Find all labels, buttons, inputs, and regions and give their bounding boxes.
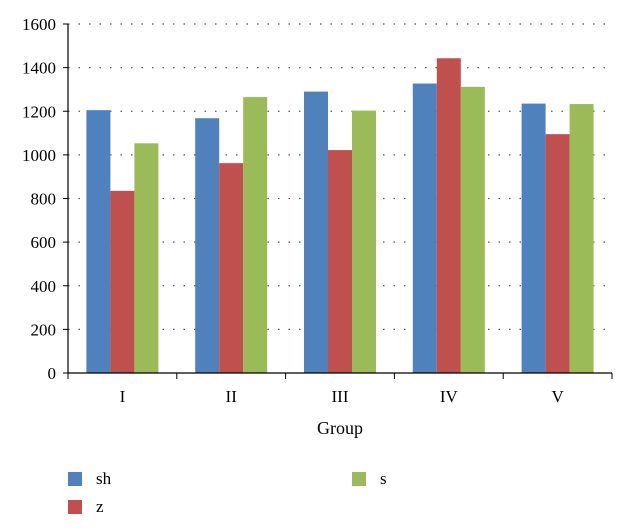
bar-s-I (134, 143, 159, 373)
legend-label-sh: sh (96, 469, 112, 488)
y-tick-label: 1400 (22, 59, 56, 78)
legend-swatch-z (68, 500, 82, 514)
bar-z-V (545, 134, 570, 373)
axes (63, 23, 613, 379)
x-tick-labels: I II III IV V (120, 387, 565, 406)
bar-sh-I (86, 110, 111, 374)
bar-s-V (569, 104, 594, 373)
bar-sh-II (195, 118, 220, 373)
bar-z-II (219, 163, 244, 373)
bar-z-III (328, 150, 352, 373)
x-axis-title: Group (317, 418, 363, 438)
y-tick-labels: 0 200 400 600 800 1000 1200 1400 1600 (22, 15, 56, 383)
legend: sh z s (68, 469, 387, 516)
x-tick-label: V (551, 387, 564, 406)
bar-sh-IV (412, 83, 437, 373)
y-tick-label: 800 (31, 190, 57, 209)
y-tick-label: 0 (48, 364, 57, 383)
bar-s-III (352, 110, 376, 373)
y-tick-label: 1600 (22, 15, 56, 34)
x-tick-label: II (226, 387, 238, 406)
x-tick-label: III (332, 387, 349, 406)
bar-sh-III (304, 91, 328, 374)
legend-label-z: z (96, 497, 104, 516)
bar-z-IV (436, 58, 461, 373)
legend-label-s: s (380, 469, 387, 488)
bar-s-II (243, 97, 268, 374)
bar-sh-V (521, 103, 546, 373)
y-tick-label: 600 (31, 233, 57, 252)
bar-s-IV (460, 86, 485, 373)
bars (86, 58, 594, 374)
legend-swatch-sh (68, 472, 82, 486)
y-tick-label: 1000 (22, 146, 56, 165)
bar-z-I (110, 190, 135, 373)
x-tick-label: I (120, 387, 126, 406)
y-tick-label: 1200 (22, 102, 56, 121)
y-tick-label: 400 (31, 277, 57, 296)
y-tick-label: 200 (31, 320, 57, 339)
x-tick-label: IV (440, 387, 459, 406)
legend-swatch-s (352, 472, 366, 486)
